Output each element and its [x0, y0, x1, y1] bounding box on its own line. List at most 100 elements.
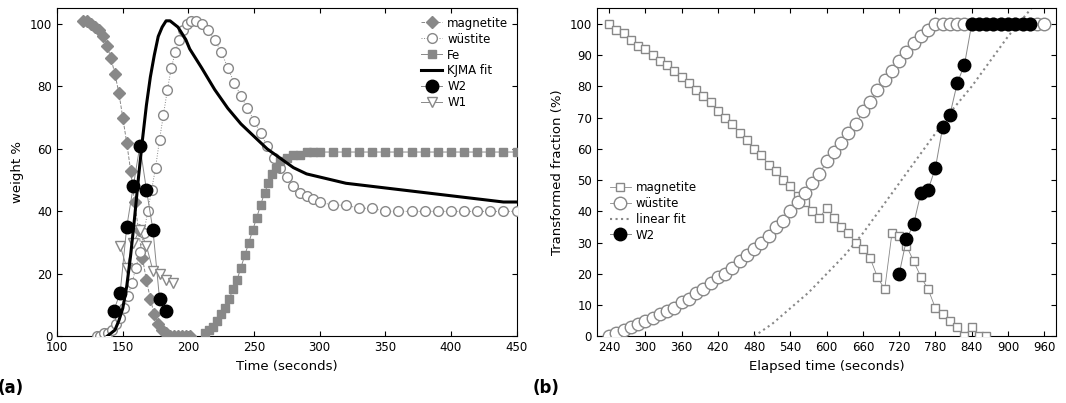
W1 [114, 243, 127, 248]
KJMA fit [116, 306, 129, 311]
Line: W2: W2 [893, 18, 1036, 280]
W2 [1023, 21, 1036, 26]
magnetite [705, 100, 717, 104]
magnetite [179, 334, 192, 339]
magnetite [958, 334, 971, 339]
Line: magnetite: magnetite [79, 16, 194, 341]
Fe [313, 150, 326, 154]
Fe [223, 297, 236, 301]
magnetite [104, 56, 117, 61]
X-axis label: Time (seconds): Time (seconds) [236, 360, 338, 373]
Text: (b): (b) [533, 379, 560, 397]
KJMA fit [164, 19, 177, 23]
W1 [120, 265, 133, 270]
W2 [893, 272, 906, 276]
Legend: magnetite, wüstite, Fe, KJMA fit, W2, W1: magnetite, wüstite, Fe, KJMA fit, W2, W1 [419, 14, 511, 112]
Fe [511, 150, 523, 154]
Fe [230, 278, 243, 283]
wüstite [690, 290, 702, 295]
KJMA fit [109, 328, 122, 332]
Fe [239, 253, 252, 258]
wüstite [165, 65, 178, 70]
Line: W1: W1 [115, 225, 178, 288]
Line: wüstite: wüstite [92, 16, 521, 341]
magnetite [148, 312, 161, 317]
KJMA fit [132, 174, 145, 179]
Fe [219, 306, 231, 311]
Fe [497, 150, 510, 154]
magnetite [172, 334, 184, 339]
magnetite [827, 215, 840, 220]
Fe [207, 324, 220, 329]
wüstite [602, 334, 615, 339]
KJMA fit [208, 87, 221, 92]
W2 [1008, 21, 1021, 26]
KJMA fit [445, 193, 457, 198]
KJMA fit [144, 75, 157, 79]
KJMA fit [313, 174, 326, 179]
KJMA fit [176, 31, 189, 36]
KJMA fit [247, 134, 260, 139]
magnetite [893, 234, 906, 239]
W2 [114, 290, 127, 295]
Fe [445, 150, 457, 154]
W2 [930, 165, 942, 170]
W2 [127, 184, 140, 189]
W2 [108, 309, 120, 314]
W2 [915, 190, 927, 195]
Fe [258, 190, 271, 195]
linear fit [930, 131, 942, 136]
KJMA fit [179, 37, 192, 42]
magnetite [176, 334, 189, 339]
W2 [147, 228, 160, 233]
KJMA fit [140, 103, 152, 108]
Fe [307, 150, 320, 154]
wüstite [1038, 21, 1051, 26]
KJMA fit [418, 190, 431, 195]
Line: KJMA fit: KJMA fit [107, 21, 517, 337]
linear fit [984, 59, 997, 64]
KJMA fit [301, 171, 313, 176]
Fe [457, 150, 470, 154]
wüstite [863, 100, 876, 104]
KJMA fit [261, 146, 274, 151]
wüstite [91, 334, 103, 339]
W1 [154, 272, 166, 276]
magnetite [167, 334, 180, 339]
KJMA fit [287, 165, 300, 170]
KJMA fit [366, 184, 378, 189]
wüstite [987, 21, 1000, 26]
Fe [246, 228, 259, 233]
W2 [133, 143, 146, 148]
magnetite [820, 206, 833, 211]
magnetite [151, 322, 164, 326]
KJMA fit [100, 334, 113, 339]
W2 [907, 222, 920, 226]
linear fit [784, 306, 796, 311]
Fe [203, 328, 215, 332]
W2 [1016, 21, 1029, 26]
W2 [987, 21, 1000, 26]
Line: W2: W2 [108, 139, 173, 318]
KJMA fit [340, 181, 353, 186]
Fe [211, 318, 224, 323]
wüstite [129, 265, 142, 270]
wüstite [274, 165, 287, 170]
Line: magnetite: magnetite [605, 20, 990, 340]
Fe [287, 153, 300, 158]
Fe [418, 150, 431, 154]
W2 [958, 62, 971, 67]
linear fit [747, 334, 760, 339]
magnetite [88, 25, 101, 29]
Fe [366, 150, 378, 154]
magnetite [144, 297, 157, 301]
linear fit [875, 206, 888, 211]
wüstite [184, 19, 197, 23]
KJMA fit [222, 106, 235, 111]
wüstite [149, 165, 162, 170]
magnetite [183, 334, 196, 339]
magnetite [116, 115, 129, 120]
X-axis label: Elapsed time (seconds): Elapsed time (seconds) [748, 360, 904, 373]
wüstite [511, 209, 523, 214]
Fe [251, 215, 263, 220]
